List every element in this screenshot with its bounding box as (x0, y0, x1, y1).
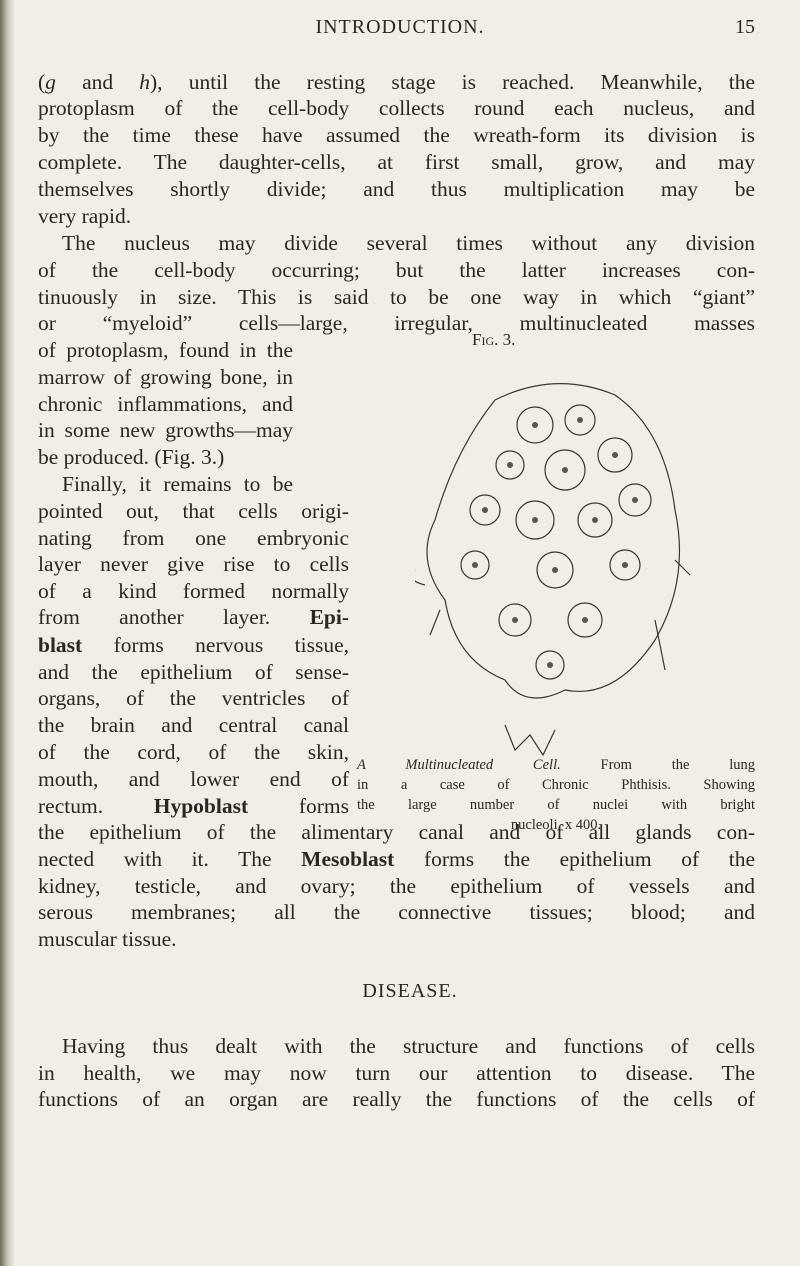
page-number: 15 (735, 16, 755, 38)
text-run: from another layer. (38, 605, 310, 629)
text-run: pointed out, that cells origi- (38, 499, 349, 523)
text-run: protoplasm of the cell-body collects rou… (38, 96, 755, 120)
text-line: The nucleus may divide several times wit… (62, 230, 755, 256)
text-line: nected with it. The Mesoblast forms the … (38, 846, 755, 872)
text-run: in some new growths—may (38, 418, 293, 442)
caption-line: the large number of nuclei with bright (357, 796, 755, 814)
text-line: mouth, and lower end of (38, 766, 349, 792)
text-run: kidney, testicle, and ovary; the epithel… (38, 874, 755, 898)
text-run: or “myeloid” cells—large, irregular, mul… (38, 311, 755, 335)
caption-line: nucleoli. x 400. (357, 816, 755, 834)
text-line: in some new growths—may (38, 417, 293, 443)
bold-term: blast (38, 633, 83, 657)
text-line: Finally, it remains to be (62, 471, 293, 497)
bold-term: Hypoblast (153, 794, 249, 818)
text-run: themselves shortly divide; and thus mult… (38, 177, 755, 201)
text-run: The nucleus may divide several times wit… (62, 231, 755, 255)
italic-text: h (139, 70, 151, 94)
figure-illustration (415, 383, 691, 757)
bold-term: Epi- (309, 605, 349, 629)
text-line: the brain and central canal (38, 712, 349, 738)
text-line: tinuously in size. This is said to be on… (38, 284, 755, 310)
text-run: complete. The daughter-cells, at first s… (38, 150, 755, 174)
text-run: and the epithelium of sense- (38, 660, 349, 684)
text-run: Finally, it remains to be (62, 472, 293, 496)
text-run: forms the epithelium of the (394, 847, 755, 871)
running-head: INTRODUCTION. (315, 16, 485, 38)
text-run: layer never give rise to cells (38, 552, 349, 576)
text-line: from another layer. Epi- (38, 604, 349, 630)
text-run: ( (38, 70, 46, 94)
text-run: of the cord, of the skin, (38, 740, 349, 764)
text-line: or “myeloid” cells—large, irregular, mul… (38, 310, 755, 336)
text-run: and (55, 70, 140, 94)
text-line: by the time these have assumed the wreat… (38, 122, 755, 148)
text-line: marrow of growing bone, in (38, 364, 293, 390)
text-run: marrow of growing bone, in (38, 365, 293, 389)
text-run: in a case of Chronic Phthisis. Showing (357, 777, 755, 793)
bold-term: Mesoblast (301, 847, 395, 871)
text-run: very rapid. (38, 204, 132, 228)
text-run: tinuously in size. This is said to be on… (38, 285, 755, 309)
text-line: blast forms nervous tissue, (38, 632, 349, 658)
text-line: (g and h), until the resting stage is re… (38, 69, 755, 95)
text-run: by the time these have assumed the wreat… (38, 123, 755, 147)
text-line: functions of an organ are really the fun… (38, 1086, 755, 1112)
figure-label: Fig. 3. (472, 330, 516, 349)
italic-text: A Multinucleated Cell. (357, 757, 561, 773)
text-run: of a kind formed normally (38, 579, 349, 603)
text-line: of the cell-body occurring; but the latt… (38, 257, 755, 283)
text-run: functions of an organ are really the fun… (38, 1087, 755, 1111)
text-run: mouth, and lower end of (38, 767, 349, 791)
text-line: muscular tissue. (38, 926, 755, 952)
text-line: organs, of the ventricles of (38, 685, 349, 711)
text-line: serous membranes; all the connective tis… (38, 899, 755, 925)
text-line: chronic inflammations, and (38, 391, 293, 417)
text-run: forms (248, 794, 349, 818)
text-run: chronic inflammations, and (38, 392, 293, 416)
text-run: serous membranes; all the connective tis… (38, 900, 755, 924)
text-line: nating from one embryonic (38, 525, 349, 551)
text-line: pointed out, that cells origi- (38, 498, 349, 524)
text-run: organs, of the ventricles of (38, 686, 349, 710)
text-line: kidney, testicle, and ovary; the epithel… (38, 873, 755, 899)
text-line: layer never give rise to cells (38, 551, 349, 577)
text-run: muscular tissue. (38, 927, 177, 951)
text-line: themselves shortly divide; and thus mult… (38, 176, 755, 202)
text-run: the epithelium of the alimentary canal a… (38, 820, 755, 844)
text-run: the brain and central canal (38, 713, 349, 737)
text-run: forms nervous tissue, (82, 633, 349, 657)
text-line: of a kind formed normally (38, 578, 349, 604)
text-line: rectum. Hypoblast forms (38, 793, 349, 819)
text-run: nucleoli. x 400. (510, 817, 602, 833)
caption-line: in a case of Chronic Phthisis. Showing (357, 776, 755, 794)
text-run: ), until the resting stage is reached. M… (150, 70, 755, 94)
text-line: Having thus dealt with the structure and… (62, 1033, 755, 1059)
text-line: be produced. (Fig. 3.) (38, 444, 755, 470)
text-run: in health, we may now turn our attention… (38, 1061, 755, 1085)
text-run: Having thus dealt with the structure and… (62, 1034, 755, 1058)
text-line: very rapid. (38, 203, 755, 229)
text-line: in health, we may now turn our attention… (38, 1060, 755, 1086)
text-line: of the cord, of the skin, (38, 739, 349, 765)
text-line: complete. The daughter-cells, at first s… (38, 149, 755, 175)
caption-line: A Multinucleated Cell. From the lung (357, 756, 755, 774)
text-line: and the epithelium of sense- (38, 659, 349, 685)
text-run: rectum. (38, 794, 154, 818)
text-run: From the lung (560, 757, 755, 773)
text-run: of protoplasm, found in the (38, 338, 293, 362)
text-line: protoplasm of the cell-body collects rou… (38, 95, 755, 121)
binding-shadow (0, 0, 14, 1266)
text-run: be produced. (Fig. 3.) (38, 445, 225, 469)
text-run: nating from one embryonic (38, 526, 349, 550)
text-run: the large number of nuclei with bright (357, 797, 755, 813)
text-run: of the cell-body occurring; but the latt… (38, 258, 755, 282)
section-heading: DISEASE. (362, 980, 458, 1002)
text-line: the epithelium of the alimentary canal a… (38, 819, 755, 845)
text-line: of protoplasm, found in the (38, 337, 293, 363)
italic-text: g (45, 70, 56, 94)
text-run: nected with it. The (38, 847, 302, 871)
